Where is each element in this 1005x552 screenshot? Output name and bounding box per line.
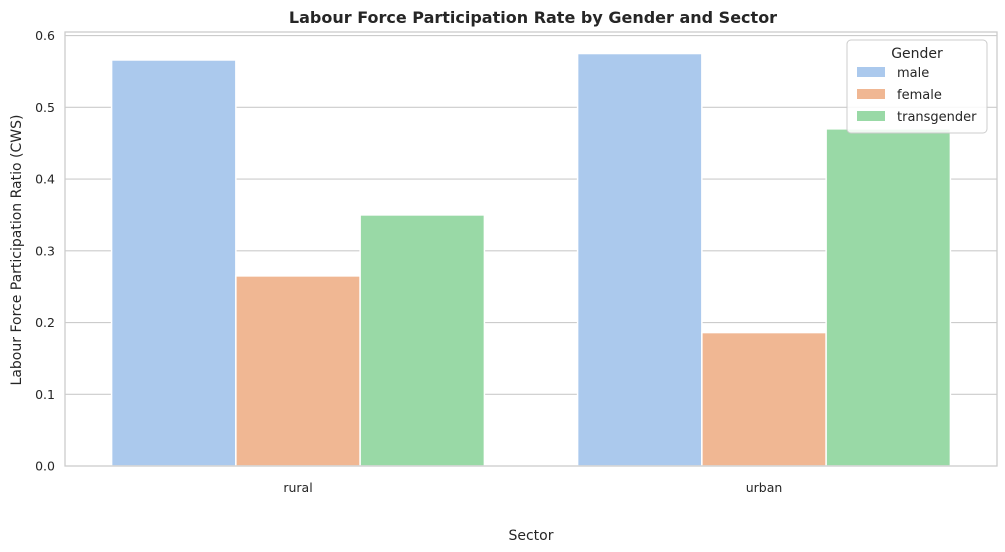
legend: Gender male female transgender xyxy=(846,39,988,134)
x-tick-label: urban xyxy=(746,480,783,495)
legend-title: Gender xyxy=(891,46,943,62)
bar-male-urban xyxy=(576,52,703,467)
y-tick-label: 0.3 xyxy=(35,243,55,258)
legend-swatch-male xyxy=(857,67,885,77)
legend-label-female: female xyxy=(897,88,942,103)
legend-swatch-transgender xyxy=(857,111,885,121)
y-axis-label: Labour Force Participation Ratio (CWS) xyxy=(9,115,25,386)
y-tick-label: 0.5 xyxy=(35,100,55,115)
y-tick-label: 0.1 xyxy=(35,387,55,402)
x-tick-label: rural xyxy=(283,480,312,495)
plot-area: 0.0 0.1 0.2 0.3 0.4 0.5 0.6 rural urban xyxy=(35,28,998,495)
y-tick-label: 0.4 xyxy=(35,172,55,187)
bar-female-urban xyxy=(701,331,827,467)
y-tick-label: 0.0 xyxy=(35,459,55,474)
bar-female-rural xyxy=(235,275,361,467)
legend-label-transgender: transgender xyxy=(897,110,977,125)
y-tick-label: 0.6 xyxy=(35,28,55,43)
y-tick-label: 0.2 xyxy=(35,315,55,330)
bar-transgender-rural xyxy=(359,214,486,467)
bar-transgender-urban xyxy=(825,128,952,467)
legend-frame xyxy=(846,39,988,134)
legend-label-male: male xyxy=(897,66,929,81)
plot-frame xyxy=(64,31,998,467)
bar-male-rural xyxy=(110,59,237,467)
legend-swatch-female xyxy=(857,89,885,99)
x-axis-label: Sector xyxy=(508,528,553,544)
chart-title: Labour Force Participation Rate by Gende… xyxy=(289,8,777,27)
